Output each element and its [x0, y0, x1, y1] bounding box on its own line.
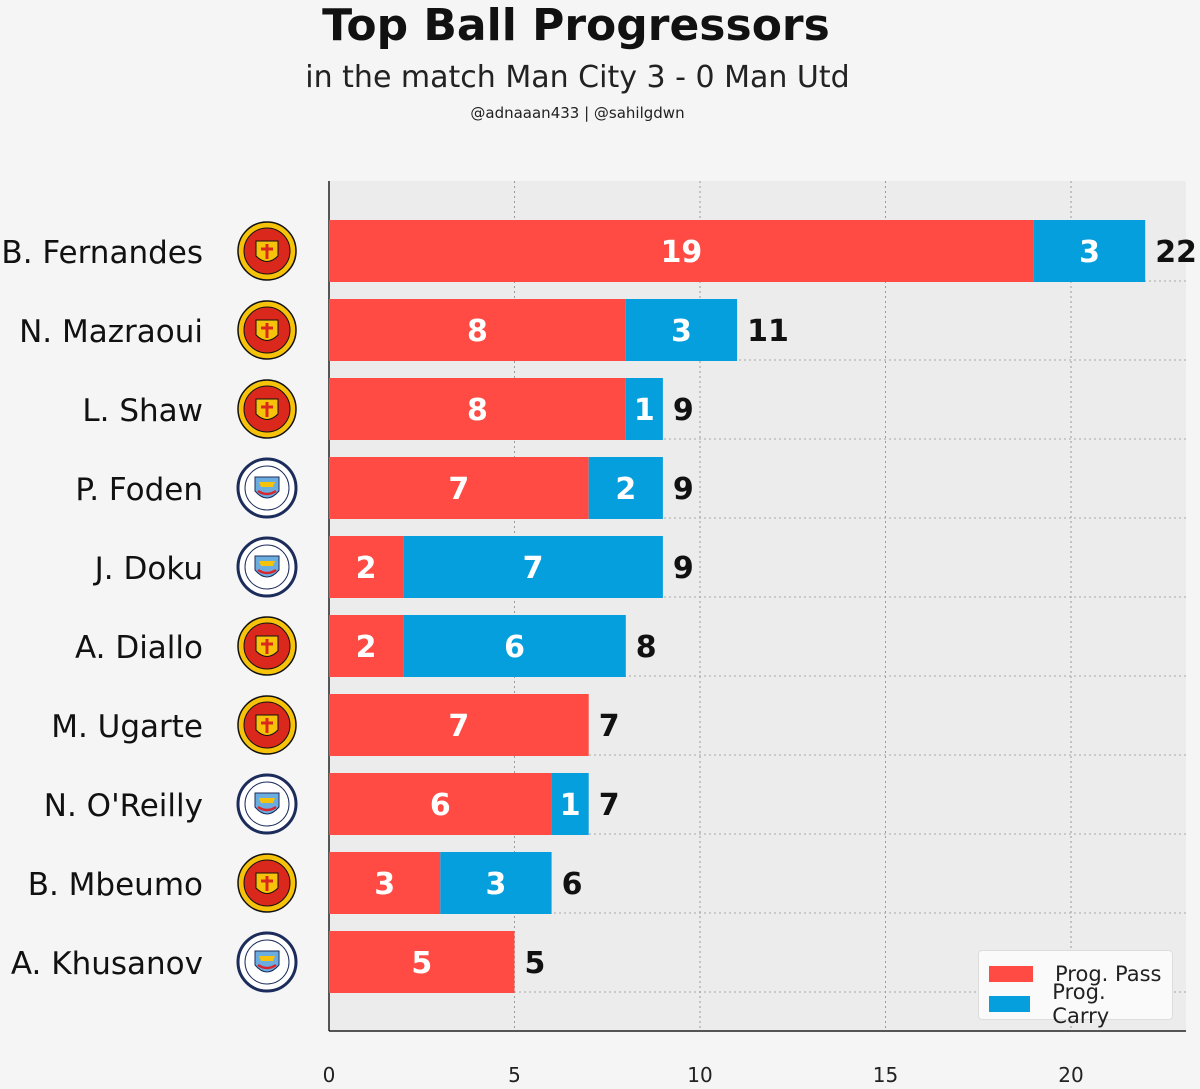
bar-prog-pass	[329, 299, 626, 361]
bar-prog-pass	[329, 852, 441, 914]
bar-label-pass: 8	[467, 314, 488, 349]
bar-total-label: 6	[562, 867, 583, 902]
x-tick-label: 5	[508, 1063, 521, 1087]
legend-item-carry: Prog. Carry	[989, 980, 1162, 1028]
x-tick-label: 10	[687, 1063, 712, 1087]
bar-prog-pass	[329, 220, 1034, 282]
player-label: P. Foden	[75, 472, 203, 508]
bar-prog-pass	[329, 378, 626, 440]
bar-prog-carry	[625, 299, 738, 361]
bar-label-carry: 6	[504, 630, 525, 665]
player-label: N. O'Reilly	[44, 788, 203, 824]
player-label: N. Mazraoui	[19, 314, 203, 350]
man-city-badge-icon	[236, 931, 298, 993]
x-tick-label: 0	[323, 1063, 336, 1087]
legend: Prog. Pass Prog. Carry	[978, 950, 1173, 1028]
bar-total-label: 5	[525, 946, 546, 981]
bar-prog-pass	[329, 615, 404, 677]
player-label: B. Fernandes	[1, 235, 203, 271]
bar-label-pass: 2	[356, 551, 377, 586]
bar-label-carry: 2	[615, 472, 636, 507]
bar-label-pass: 19	[661, 235, 703, 270]
bar-prog-carry	[588, 457, 663, 519]
bar-label-pass: 5	[411, 946, 432, 981]
bar-total-label: 9	[673, 393, 694, 428]
bar-prog-carry	[440, 852, 552, 914]
legend-label-carry: Prog. Carry	[1052, 980, 1110, 1028]
bar-label-pass: 2	[356, 630, 377, 665]
legend-swatch-pass	[989, 966, 1033, 982]
bar-prog-carry	[551, 773, 589, 835]
legend-label-pass: Prog. Pass	[1055, 962, 1162, 986]
bar-prog-carry	[403, 615, 626, 677]
bar-total-label: 11	[747, 314, 789, 349]
man-utd-badge-icon	[237, 695, 297, 755]
player-label: J. Doku	[93, 551, 203, 587]
bar-prog-pass	[329, 694, 589, 756]
man-city-badge-icon	[236, 536, 298, 598]
man-utd-badge-icon	[237, 221, 297, 281]
legend-item-pass: Prog. Pass	[989, 959, 1162, 989]
bar-total-label: 9	[673, 551, 694, 586]
man-utd-badge-icon	[237, 379, 297, 439]
bar-label-carry: 1	[560, 788, 581, 823]
man-city-badge-icon	[236, 773, 298, 835]
bar-label-pass: 7	[448, 472, 469, 507]
man-city-badge-icon	[236, 457, 298, 519]
man-utd-badge-icon	[237, 853, 297, 913]
player-label: B. Mbeumo	[28, 867, 203, 903]
x-tick-label: 15	[873, 1063, 898, 1087]
bar-total-label: 7	[599, 709, 620, 744]
bar-label-pass: 7	[448, 709, 469, 744]
player-label: A. Diallo	[75, 630, 203, 666]
bar-prog-pass	[329, 457, 589, 519]
bar-prog-carry	[625, 378, 663, 440]
bar-total-label: 8	[636, 630, 657, 665]
man-utd-badge-icon	[237, 300, 297, 360]
chart-subtitle: in the match Man City 3 - 0 Man Utd	[305, 60, 850, 95]
bar-prog-pass	[329, 773, 552, 835]
player-label: A. Khusanov	[11, 946, 203, 982]
bar-label-pass: 6	[430, 788, 451, 823]
chart-credits: @adnaaan433 | @sahilgdwn	[470, 104, 685, 122]
bar-total-label: 22	[1155, 235, 1197, 270]
bar-label-carry: 7	[523, 551, 544, 586]
bar-prog-pass	[329, 931, 515, 993]
bar-prog-carry	[1033, 220, 1146, 282]
bar-label-carry: 3	[1079, 235, 1100, 270]
bar-total-label: 7	[599, 788, 620, 823]
x-tick-label: 20	[1058, 1063, 1083, 1087]
bar-label-pass: 3	[374, 867, 395, 902]
bar-prog-pass	[329, 536, 404, 598]
player-label: M. Ugarte	[51, 709, 203, 745]
man-utd-badge-icon	[237, 616, 297, 676]
chart-title: Top Ball Progressors	[322, 0, 830, 51]
bar-label-carry: 3	[671, 314, 692, 349]
bar-label-carry: 1	[634, 393, 655, 428]
bar-label-carry: 3	[486, 867, 507, 902]
bar-prog-carry	[403, 536, 663, 598]
bar-total-label: 9	[673, 472, 694, 507]
player-label: L. Shaw	[82, 393, 203, 429]
legend-swatch-carry	[989, 996, 1031, 1012]
bar-label-pass: 8	[467, 393, 488, 428]
